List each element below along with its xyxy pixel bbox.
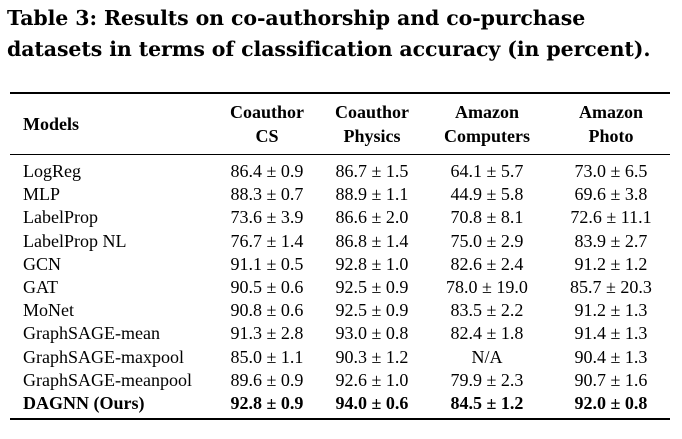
amazon-computers-value: 44.9 ± 5.8 [450,184,524,205]
coauthor-cs-value: 92.8 ± 0.9 [212,391,322,420]
coauthor-cs-value: 88.3 ± 0.7 [230,184,304,205]
coauthor-physics-value: 86.6 ± 2.0 [335,207,409,228]
amazon-photo-value: 91.4 ± 1.3 [574,323,648,344]
table-caption: Table 3: Results on co-authorship and co… [7,6,651,61]
amazon-photo-value: 91.2 ± 1.3 [574,300,648,321]
table-row: LogReg 86.4 ± 0.9 86.7 ± 1.5 64.1 ± 5.7 … [10,155,670,184]
amazon-photo-value: 85.7 ± 20.3 [570,276,652,297]
header-amazon-photo-line1: Amazon [579,102,643,122]
table-row: GraphSAGE-mean 91.3 ± 2.8 93.0 ± 0.8 82.… [10,322,670,345]
coauthor-physics-value: 90.3 ± 1.2 [335,346,409,367]
results-table: Models Coauthor CS Coauthor Physics Amaz… [10,92,670,420]
coauthor-physics-value: 86.7 ± 1.5 [335,161,409,181]
model-name: DAGNN (Ours) [10,391,212,420]
amazon-computers-value: 78.0 ± 19.0 [446,276,528,297]
model-name: GraphSAGE-maxpool [23,346,184,367]
table-row: MoNet 90.8 ± 0.6 92.5 ± 0.9 83.5 ± 2.2 9… [10,299,670,322]
amazon-computers-value: 83.5 ± 2.2 [450,300,524,321]
header-coauthor-cs-line1: Coauthor [229,102,304,122]
header-row: Models Coauthor CS Coauthor Physics Amaz… [10,92,670,155]
table-row: MLP 88.3 ± 0.7 88.9 ± 1.1 44.9 ± 5.8 69.… [10,183,670,206]
model-name: MLP [23,184,61,205]
amazon-photo-value: 72.6 ± 11.1 [570,207,652,228]
coauthor-physics-value: 92.8 ± 1.0 [335,253,409,274]
model-name: GAT [23,276,58,297]
header-coauthor-physics-line2: Physics [343,126,401,146]
amazon-computers-value: 64.1 ± 5.7 [450,161,524,181]
coauthor-cs-value: 91.1 ± 0.5 [230,253,304,274]
amazon-computers-value: 82.6 ± 2.4 [450,253,524,274]
amazon-computers-value: 82.4 ± 1.8 [450,323,524,344]
amazon-photo-value: 69.6 ± 3.8 [574,184,648,205]
coauthor-cs-value: 76.7 ± 1.4 [230,230,304,251]
coauthor-physics-value: 92.5 ± 0.9 [335,276,409,297]
amazon-computers-value: 75.0 ± 2.9 [450,230,524,251]
model-name: LogReg [23,161,81,181]
amazon-photo-value: 92.0 ± 0.8 [552,391,670,420]
coauthor-cs-value: 91.3 ± 2.8 [230,323,304,344]
table-row: GraphSAGE-maxpool 85.0 ± 1.1 90.3 ± 1.2 … [10,345,670,368]
amazon-computers-value: 70.8 ± 8.1 [450,207,524,228]
coauthor-physics-value: 92.5 ± 0.9 [335,300,409,321]
model-name: LabelProp [23,207,98,228]
table-row: LabelProp 73.6 ± 3.9 86.6 ± 2.0 70.8 ± 8… [10,206,670,229]
table-row: GraphSAGE-meanpool 89.6 ± 0.9 92.6 ± 1.0… [10,369,670,392]
coauthor-physics-value: 88.9 ± 1.1 [335,184,409,205]
amazon-photo-value: 91.2 ± 1.2 [574,253,648,274]
header-coauthor-physics: Coauthor Physics [322,92,422,155]
header-amazon-photo-line2: Photo [588,126,634,146]
table-row-ours: DAGNN (Ours) 92.8 ± 0.9 94.0 ± 0.6 84.5 … [10,391,670,420]
header-amazon-computers-line2: Computers [444,126,530,146]
coauthor-cs-value: 85.0 ± 1.1 [230,346,304,367]
model-name: GCN [23,253,62,274]
coauthor-physics-value: 92.6 ± 1.0 [335,369,409,390]
model-name: MoNet [23,300,74,321]
amazon-photo-value: 83.9 ± 2.7 [574,230,648,251]
model-name: GraphSAGE-mean [23,323,160,344]
coauthor-physics-value: 94.0 ± 0.6 [322,391,422,420]
coauthor-cs-value: 73.6 ± 3.9 [230,207,304,228]
coauthor-physics-value: 86.8 ± 1.4 [335,230,409,251]
amazon-computers-value: 84.5 ± 1.2 [422,391,552,420]
table-row: GCN 91.1 ± 0.5 92.8 ± 1.0 82.6 ± 2.4 91.… [10,253,670,276]
amazon-photo-value: 90.4 ± 1.3 [574,346,648,367]
table-row: GAT 90.5 ± 0.6 92.5 ± 0.9 78.0 ± 19.0 85… [10,276,670,299]
table-row: LabelProp NL 76.7 ± 1.4 86.8 ± 1.4 75.0 … [10,229,670,252]
header-amazon-photo: Amazon Photo [552,92,670,155]
model-name: GraphSAGE-meanpool [23,369,192,390]
header-models: Models [10,92,212,155]
amazon-computers-value: N/A [471,346,503,367]
coauthor-cs-value: 86.4 ± 0.9 [230,161,304,181]
header-coauthor-physics-line1: Coauthor [334,102,409,122]
header-coauthor-cs-line2: CS [255,126,279,146]
coauthor-cs-value: 90.5 ± 0.6 [230,276,304,297]
coauthor-cs-value: 90.8 ± 0.6 [230,300,304,321]
amazon-photo-value: 73.0 ± 6.5 [574,161,648,181]
header-amazon-computers: Amazon Computers [422,92,552,155]
coauthor-physics-value: 93.0 ± 0.8 [335,323,409,344]
header-coauthor-cs: Coauthor CS [212,92,322,155]
amazon-computers-value: 79.9 ± 2.3 [450,369,524,390]
header-amazon-computers-line1: Amazon [455,102,519,122]
amazon-photo-value: 90.7 ± 1.6 [574,369,648,390]
model-name: LabelProp NL [23,230,127,251]
coauthor-cs-value: 89.6 ± 0.9 [230,369,304,390]
